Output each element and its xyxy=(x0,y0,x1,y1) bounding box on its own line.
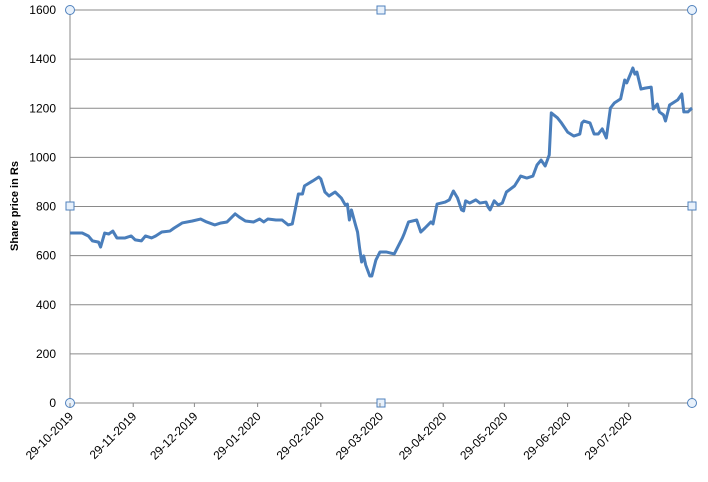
handle xyxy=(65,201,75,211)
x-tick-label: 29-04-2020 xyxy=(396,409,450,463)
y-tick-label: 200 xyxy=(36,347,56,361)
y-tick-label: 1400 xyxy=(29,52,56,66)
x-tick-label: 29-12-2019 xyxy=(147,409,201,463)
handle xyxy=(687,398,697,408)
handle xyxy=(65,5,75,15)
x-tick-label: 29-05-2020 xyxy=(457,409,511,463)
y-tick-label: 1600 xyxy=(29,3,56,17)
x-tick-label: 29-11-2019 xyxy=(87,409,140,462)
y-tick-label: 1200 xyxy=(29,101,56,115)
x-tick-label: 29-02-2020 xyxy=(274,409,328,463)
y-tick-label: 400 xyxy=(36,298,56,312)
price-line xyxy=(70,66,694,278)
y-tick-label: 0 xyxy=(49,396,56,410)
y-axis-label: Share price in Rs xyxy=(9,161,21,251)
x-tick-label: 29-10-2019 xyxy=(23,409,77,463)
y-tick-label: 600 xyxy=(36,249,56,263)
y-tick-label: 800 xyxy=(36,200,56,214)
x-tick-label: 29-06-2020 xyxy=(520,409,574,463)
handle xyxy=(376,5,386,15)
grid xyxy=(70,9,692,404)
handle xyxy=(376,398,386,408)
y-tick-label: 1000 xyxy=(29,150,56,164)
x-tick-label: 29-07-2020 xyxy=(582,409,636,463)
x-tick-label: 29-01-2020 xyxy=(210,409,264,463)
handle xyxy=(687,201,697,211)
plot xyxy=(70,66,694,278)
handle xyxy=(687,5,697,15)
x-tick-label: 29-03-2020 xyxy=(333,409,387,463)
